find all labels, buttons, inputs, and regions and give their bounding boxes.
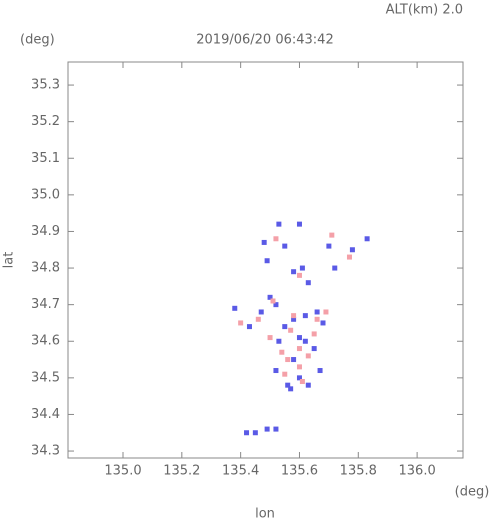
- echo-point: [305, 382, 311, 388]
- echo-point: [273, 302, 279, 308]
- y-tick-label: 35.2: [31, 114, 60, 129]
- y-tick-label: 34.5: [31, 370, 60, 385]
- echo-point: [246, 324, 252, 330]
- y-tick-label: 34.6: [31, 334, 60, 349]
- echo-point: [296, 335, 302, 341]
- x-tick-label: 135.2: [163, 464, 200, 479]
- y-unit: (deg): [20, 33, 55, 48]
- echo-point: [299, 265, 305, 271]
- y-tick-label: 35.1: [31, 151, 60, 166]
- echo-point: [285, 357, 291, 363]
- echo-point: [320, 320, 326, 326]
- y-tick-label: 34.8: [31, 261, 60, 276]
- echo-point: [305, 280, 311, 286]
- echo-point: [296, 346, 302, 352]
- echo-point: [302, 338, 308, 344]
- echo-point: [282, 243, 288, 249]
- echo-point: [291, 313, 297, 319]
- echo-point: [323, 309, 329, 315]
- echo-point: [296, 221, 302, 227]
- echo-point: [244, 430, 250, 436]
- echo-point: [314, 309, 320, 315]
- y-tick-label: 34.4: [31, 407, 60, 422]
- y-tick-label: 34.7: [31, 297, 60, 312]
- echo-point: [288, 327, 294, 333]
- echo-point: [285, 382, 291, 388]
- echo-point: [282, 371, 288, 377]
- echo-point: [296, 375, 302, 381]
- echo-point: [349, 247, 355, 253]
- echo-point: [261, 239, 267, 245]
- chart-title: 2019/06/20 06:43:42: [196, 33, 333, 48]
- echo-point: [299, 379, 305, 385]
- echo-point: [264, 258, 270, 264]
- echo-point: [255, 316, 261, 322]
- echo-point: [326, 243, 332, 249]
- echo-point: [276, 338, 282, 344]
- echo-point: [276, 221, 282, 227]
- x-tick-label: 135.6: [281, 464, 318, 479]
- echo-point: [232, 305, 238, 311]
- x-tick-label: 136.0: [399, 464, 436, 479]
- echo-point: [291, 269, 297, 275]
- echo-point: [317, 368, 323, 374]
- echo-point: [296, 364, 302, 370]
- y-axis-label: lat: [2, 252, 17, 269]
- echo-point: [291, 316, 297, 322]
- echo-point: [238, 320, 244, 326]
- echo-point: [302, 313, 308, 319]
- echo-point: [364, 236, 370, 242]
- echo-point: [258, 309, 264, 315]
- x-axis-label: lon: [255, 507, 275, 521]
- echo-point: [311, 331, 317, 337]
- echo-point: [288, 386, 294, 392]
- echo-point: [252, 430, 258, 436]
- echo-point: [305, 353, 311, 359]
- altitude-label: ALT(km) 2.0: [386, 3, 463, 18]
- x-tick-label: 135.8: [340, 464, 377, 479]
- y-tick-label: 35.0: [31, 187, 60, 202]
- echo-point: [332, 265, 338, 271]
- echo-point: [311, 346, 317, 352]
- echo-point: [329, 232, 335, 238]
- y-tick-label: 34.9: [31, 224, 60, 239]
- echo-point: [273, 236, 279, 242]
- echo-point: [314, 316, 320, 322]
- x-tick-label: 135.4: [222, 464, 259, 479]
- echo-point: [270, 298, 276, 304]
- x-tick-label: 135.0: [104, 464, 141, 479]
- echo-point: [267, 335, 273, 341]
- echo-point: [346, 254, 352, 260]
- echo-point: [282, 324, 288, 330]
- plot-frame: [67, 61, 464, 459]
- x-unit: (deg): [455, 485, 490, 500]
- echo-point: [279, 349, 285, 355]
- y-tick-label: 34.3: [31, 444, 60, 459]
- echo-point: [267, 294, 273, 300]
- y-tick-label: 35.3: [31, 78, 60, 93]
- echo-point: [264, 426, 270, 432]
- echo-point: [291, 357, 297, 363]
- echo-point: [273, 368, 279, 374]
- echo-point: [273, 426, 279, 432]
- echo-point: [296, 272, 302, 278]
